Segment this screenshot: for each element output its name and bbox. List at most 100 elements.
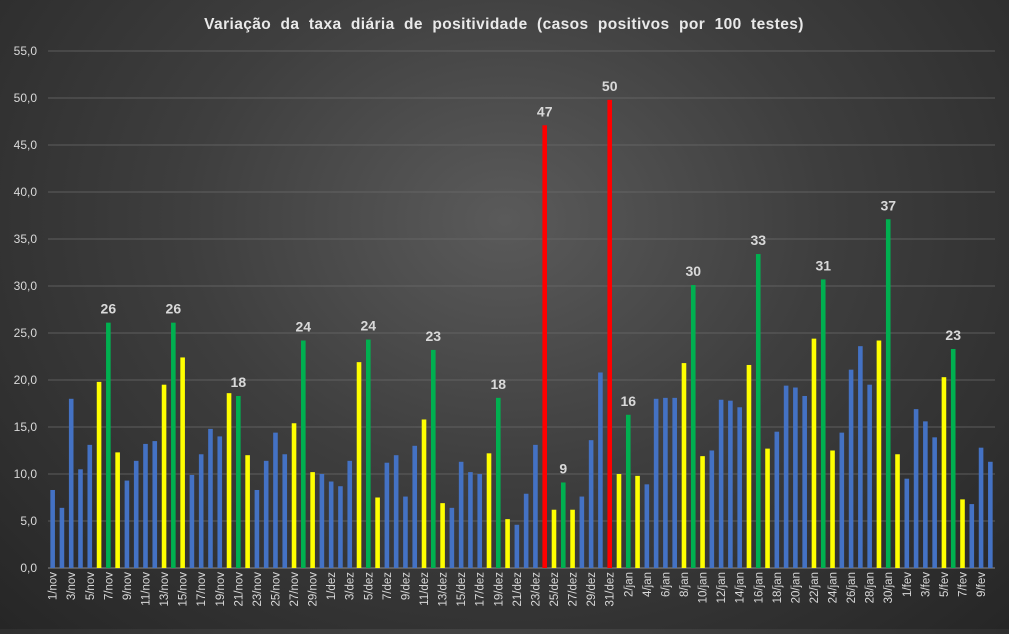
bar-4-nov — [78, 469, 83, 568]
x-tick-label: 9/nov — [122, 572, 134, 600]
data-label: 50 — [602, 78, 618, 94]
bar-16-dez — [468, 472, 473, 568]
x-tick-label: 21/dez — [512, 572, 524, 607]
x-tick-label: 9/dez — [400, 572, 412, 600]
y-tick-label: 5,0 — [20, 514, 37, 528]
bar-18-jan — [774, 431, 780, 568]
data-label: 26 — [166, 301, 182, 317]
bar-26-nov — [282, 454, 288, 568]
bar-20-jan — [793, 387, 798, 568]
bar-4-dez — [356, 362, 362, 568]
bar-20-nov — [226, 393, 232, 568]
bar-17-nov — [198, 454, 204, 568]
bar-8-dez — [393, 455, 399, 568]
bar-15-jan — [746, 364, 752, 568]
x-axis-ticks: 1/nov 3/nov 5/nov 7/nov 9/nov 11/nov 13/nov 15/… — [48, 572, 988, 607]
bar-7-nov — [106, 322, 111, 568]
bar-23-nov — [254, 489, 260, 568]
x-tick-label: 11/nov — [140, 572, 152, 606]
x-tick-label: 23/nov — [252, 572, 264, 607]
bar-4-fev — [932, 437, 937, 568]
bar-2-jan — [625, 414, 631, 568]
y-tick-label: 30,0 — [14, 279, 38, 293]
x-tick-label: 11/dez — [419, 572, 431, 606]
bar-8-nov — [115, 452, 120, 568]
data-label: 47 — [537, 103, 553, 119]
y-tick-label: 0,0 — [20, 561, 37, 575]
bar-2-dez — [338, 486, 343, 568]
bar-16-nov — [189, 474, 195, 568]
bar-14-dez — [449, 507, 455, 568]
y-tick-label: 40,0 — [14, 185, 38, 199]
chart-title: Variação da taxa diária de positividade … — [204, 16, 804, 33]
x-tick-label: 27/nov — [289, 572, 301, 607]
bar-27-nov — [291, 423, 297, 568]
bar-5-dez — [366, 339, 371, 568]
x-tick-label: 17/dez — [475, 572, 487, 607]
bar-28-nov — [301, 340, 306, 568]
bar-10-fev — [988, 461, 993, 568]
x-tick-label: 7/fev — [958, 572, 970, 597]
bar-9-nov — [124, 480, 130, 568]
y-tick-label: 45,0 — [14, 138, 38, 152]
x-tick-label: 2/jan — [623, 572, 635, 597]
x-tick-label: 9/fev — [976, 572, 988, 597]
bar-25-nov — [273, 432, 278, 568]
x-tick-label: 17/nov — [196, 572, 208, 607]
bar-5-nov — [87, 444, 93, 568]
bar-8-fev — [969, 504, 975, 568]
x-tick-label: 1/nov — [48, 572, 60, 600]
bar-12-dez — [430, 349, 436, 568]
y-tick-label: 10,0 — [14, 467, 38, 481]
data-label: 23 — [426, 328, 442, 344]
x-tick-label: 25/dez — [549, 572, 561, 607]
bar-25-dez — [551, 509, 557, 568]
bar-29-nov — [310, 472, 315, 568]
x-tick-label: 5/nov — [85, 572, 97, 600]
bar-11-dez — [421, 419, 427, 568]
bar-21-jan — [802, 395, 807, 568]
x-tick-label: 8/jan — [679, 572, 691, 597]
data-label: 26 — [101, 301, 117, 317]
bar-14-jan — [737, 407, 742, 568]
bar-15-nov — [180, 357, 185, 568]
bar-28-dez — [579, 496, 585, 568]
data-label: 30 — [685, 263, 701, 279]
bar-8-jan — [681, 363, 687, 568]
bar-26-dez — [560, 482, 566, 568]
bar-29-dez — [588, 440, 594, 568]
bar-19-dez — [495, 397, 501, 568]
bar-6-dez — [375, 497, 380, 568]
data-label: 24 — [296, 319, 312, 335]
bar-17-jan — [765, 448, 770, 568]
data-labels: 26 26 18 24 24 23 18 47 9 50 16 30 33 31 37 23 — [101, 78, 962, 477]
x-tick-label: 16/jan — [753, 572, 765, 603]
bar-5-jan — [653, 398, 659, 568]
data-label: 37 — [880, 197, 896, 213]
data-label: 16 — [620, 393, 636, 409]
bar-12-nov — [152, 441, 158, 568]
x-tick-label: 6/jan — [660, 572, 672, 597]
bar-15-dez — [458, 461, 464, 568]
x-tick-label: 15/nov — [178, 572, 190, 607]
y-tick-label: 55,0 — [14, 44, 38, 58]
x-tick-label: 5/dez — [363, 572, 375, 600]
bar-1-dez — [328, 481, 334, 568]
bar-19-nov — [217, 436, 223, 568]
bar-12-jan — [718, 399, 724, 568]
x-tick-label: 19/dez — [493, 572, 505, 607]
y-tick-label: 50,0 — [14, 91, 38, 105]
bar-1-jan — [616, 474, 622, 568]
bar-13-dez — [440, 503, 445, 568]
data-label: 23 — [945, 327, 961, 343]
x-tick-label: 21/nov — [233, 572, 245, 607]
bar-21-dez — [514, 524, 520, 568]
bar-2-nov — [59, 507, 65, 568]
y-tick-label: 15,0 — [14, 420, 38, 434]
bar-29-jan — [876, 340, 882, 568]
bar-31-jan — [895, 454, 900, 568]
x-tick-label: 25/nov — [270, 572, 282, 607]
bar-5-fev — [941, 377, 947, 568]
bar-14-nov — [171, 322, 176, 568]
